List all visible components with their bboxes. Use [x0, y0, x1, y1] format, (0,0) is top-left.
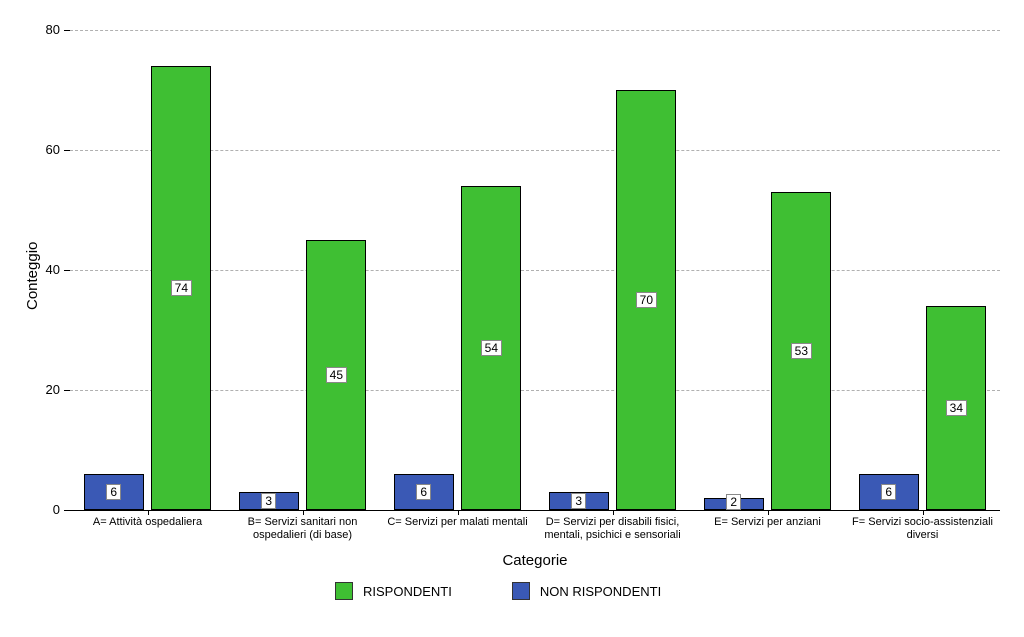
- bar-value-label: 3: [571, 493, 586, 509]
- bar-value-label: 3: [261, 493, 276, 509]
- x-tick-label: A= Attività ospedaliera: [70, 516, 225, 529]
- y-tick-label: 60: [26, 142, 60, 157]
- x-tick-label: C= Servizi per malati mentali: [380, 516, 535, 529]
- legend: RISPONDENTI NON RISPONDENTI: [335, 582, 661, 600]
- bar-value-label: 6: [881, 484, 896, 500]
- bar-value-label: 74: [171, 280, 192, 296]
- legend-item: NON RISPONDENTI: [512, 582, 661, 600]
- y-tick-mark: [64, 390, 70, 391]
- x-tick-label: E= Servizi per anziani: [690, 516, 845, 529]
- x-tick-mark: [613, 510, 614, 515]
- legend-item: RISPONDENTI: [335, 582, 452, 600]
- bar-value-label: 53: [791, 343, 812, 359]
- bar-value-label: 54: [481, 340, 502, 356]
- x-tick-mark: [768, 510, 769, 515]
- legend-swatch: [512, 582, 530, 600]
- bar-value-label: 6: [416, 484, 431, 500]
- x-tick-mark: [923, 510, 924, 515]
- legend-label: NON RISPONDENTI: [540, 584, 661, 599]
- x-tick-label: F= Servizi socio-assistenzialidiversi: [845, 516, 1000, 541]
- y-tick-mark: [64, 150, 70, 151]
- y-tick-label: 40: [26, 262, 60, 277]
- x-axis-label: Categorie: [435, 552, 635, 569]
- gridline: [70, 30, 1000, 31]
- y-tick-label: 80: [26, 22, 60, 37]
- bar-value-label: 34: [946, 400, 967, 416]
- bar-value-label: 70: [636, 292, 657, 308]
- x-tick-label: D= Servizi per disabili fisici,mentali, …: [535, 516, 690, 541]
- x-tick-mark: [458, 510, 459, 515]
- y-tick-label: 0: [26, 502, 60, 517]
- bar-value-label: 45: [326, 367, 347, 383]
- x-tick-mark: [148, 510, 149, 515]
- x-tick-mark: [303, 510, 304, 515]
- y-tick-mark: [64, 30, 70, 31]
- legend-swatch: [335, 582, 353, 600]
- x-tick-label: B= Servizi sanitari nonospedalieri (di b…: [225, 516, 380, 541]
- x-axis-line: [70, 510, 1000, 511]
- plot-area: 6 74 3 45 6 54 3 70 2 53 6 34: [70, 30, 1000, 510]
- bar-value-label: 2: [726, 494, 741, 510]
- chart-frame: 674345654370253634 Conteggio Categorie R…: [0, 0, 1024, 637]
- legend-label: RISPONDENTI: [363, 584, 452, 599]
- bar-value-label: 6: [106, 484, 121, 500]
- y-tick-label: 20: [26, 382, 60, 397]
- y-tick-mark: [64, 270, 70, 271]
